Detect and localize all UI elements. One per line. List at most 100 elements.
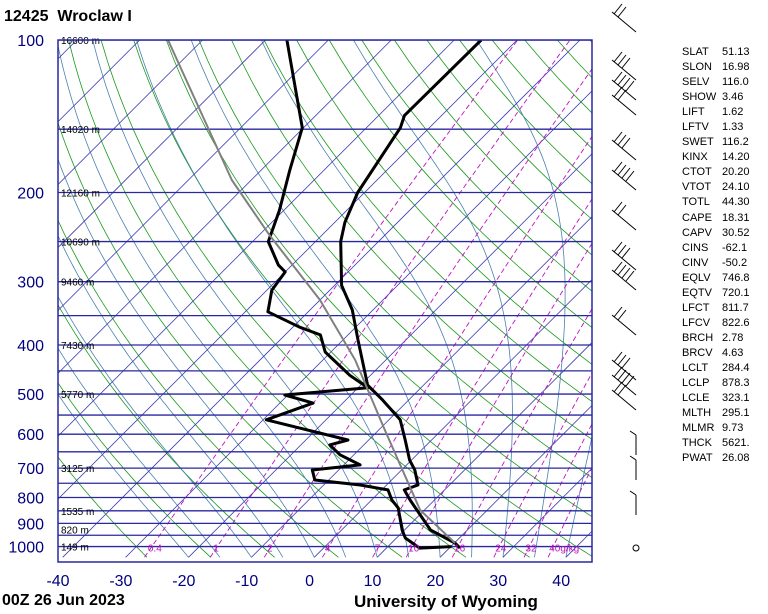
- stat-value: 1.33: [722, 121, 744, 134]
- barb-flag: [613, 86, 623, 98]
- mixing-ratio-line: [405, 242, 592, 558]
- stat-row: TOTL 44.30: [682, 195, 750, 210]
- stat-row: SELV 116.0: [682, 75, 750, 90]
- barb-flag: [617, 164, 627, 176]
- stat-value: 746.8: [722, 271, 750, 284]
- temperature-tick-label: 20: [427, 573, 445, 590]
- dry-adiabat: [361, 40, 592, 292]
- dry-adiabat: [296, 40, 592, 365]
- barb-flag: [617, 369, 627, 381]
- barb-staff: [611, 389, 637, 411]
- stat-row: LCLT 284.4: [682, 361, 750, 376]
- barb-flag: [617, 354, 627, 366]
- pressure-tick-label: 600: [17, 427, 44, 444]
- barb-flag: [613, 381, 623, 393]
- stat-value: 5621.: [722, 437, 750, 450]
- moist-adiabat: [58, 234, 284, 558]
- stat-row: PWAT 26.08: [682, 451, 750, 466]
- mixing-ratio-label: 1: [213, 544, 219, 555]
- pressure-tick-label: 400: [17, 338, 44, 355]
- wind-barb: [629, 490, 637, 515]
- pressure-tick-label: 200: [17, 185, 44, 202]
- stat-label: SWET: [682, 136, 714, 149]
- barb-flag: [617, 134, 627, 146]
- stat-row: CAPE 18.31: [682, 211, 750, 226]
- height-label: 7430 m: [61, 341, 94, 352]
- stat-label: SHOW: [682, 91, 717, 104]
- background-lines: [58, 40, 768, 558]
- mixing-ratio-label: 16: [454, 544, 466, 555]
- stat-row: LFCV 822.6: [682, 316, 750, 331]
- moist-adiabat: [58, 393, 189, 558]
- stat-label: SELV: [682, 76, 710, 89]
- stat-row: LCLP 878.3: [682, 376, 750, 391]
- sounding-date: 00Z 26 Jun 2023: [2, 592, 125, 609]
- moist-adiabat: [58, 158, 315, 558]
- wind-barbs: [611, 3, 640, 552]
- mixing-ratio-label: 40g/kg: [549, 544, 579, 555]
- wind-barb: [611, 131, 637, 161]
- stat-value: 720.1: [722, 286, 750, 299]
- pressure-tick-label: 800: [17, 490, 44, 507]
- barb-flag: [617, 244, 627, 256]
- dry-adiabat: [68, 40, 467, 558]
- moist-adiabat: [190, 40, 441, 558]
- stat-row: SHOW 3.46: [682, 90, 750, 105]
- stat-label: LFTV: [682, 121, 709, 134]
- barb-flag: [629, 490, 637, 496]
- barb-flag: [617, 204, 627, 216]
- height-label: 14020 m: [61, 125, 100, 136]
- wind-barb: [611, 71, 637, 101]
- stat-label: CINV: [682, 256, 709, 269]
- barb-staff: [611, 94, 637, 116]
- mixing-ratio-line: [322, 135, 592, 558]
- barb-flag: [625, 375, 635, 387]
- stat-value: 51.13: [722, 46, 750, 58]
- stat-row: VTOT 24.10: [682, 180, 750, 195]
- temperature-tick-label: 40: [552, 573, 570, 590]
- wind-barb: [611, 86, 637, 116]
- wind-barb: [611, 51, 637, 81]
- stat-label: THCK: [682, 437, 712, 450]
- stat-value: 24.10: [722, 181, 750, 194]
- stat-label: SLAT: [682, 46, 709, 58]
- dry-adiabat: [753, 40, 768, 557]
- stat-label: MLMR: [682, 422, 715, 435]
- barb-flag: [613, 51, 623, 63]
- stat-label: BRCV: [682, 346, 713, 359]
- stat-value: 3.46: [722, 91, 744, 104]
- barb-flag: [613, 3, 623, 15]
- stat-value: -62.1: [722, 241, 748, 254]
- barb-staff: [611, 359, 637, 381]
- barb-flag: [621, 372, 631, 384]
- station-id: 12425: [4, 8, 49, 25]
- barb-flag: [621, 267, 631, 279]
- temperature-tick-label: -20: [172, 573, 195, 590]
- pressure-tick-label: 900: [17, 516, 44, 533]
- stat-value: 16.98: [722, 61, 750, 74]
- stat-row: THCK 5621.: [682, 436, 750, 451]
- barb-staff: [611, 11, 637, 33]
- stat-row: CAPV 30.52: [682, 226, 750, 241]
- dry-adiabat: [394, 40, 592, 256]
- mixing-ratio-line: [451, 307, 592, 558]
- moist-adiabat: [92, 40, 378, 558]
- pressure-tick-label: 300: [17, 275, 44, 292]
- stat-row: MLTH 295.1: [682, 406, 750, 421]
- moist-adiabat: [58, 295, 252, 558]
- sounding-series: [167, 40, 483, 550]
- stat-row: MLMR 9.73: [682, 421, 750, 436]
- barb-flag: [621, 137, 631, 149]
- mixing-ratio-label: 2: [267, 544, 273, 555]
- wind-barb: [611, 381, 637, 411]
- wind-barb: [611, 201, 637, 231]
- stat-value: 295.1: [722, 407, 750, 420]
- isotherm: [314, 279, 592, 558]
- stat-label: LCLE: [682, 392, 710, 405]
- stat-value: 18.31: [722, 211, 750, 224]
- barb-flag: [621, 167, 631, 179]
- height-label: 12160 m: [61, 188, 100, 199]
- dry-adiabat: [58, 456, 148, 558]
- mixing-ratio-line: [263, 68, 592, 558]
- barb-flag: [621, 247, 631, 259]
